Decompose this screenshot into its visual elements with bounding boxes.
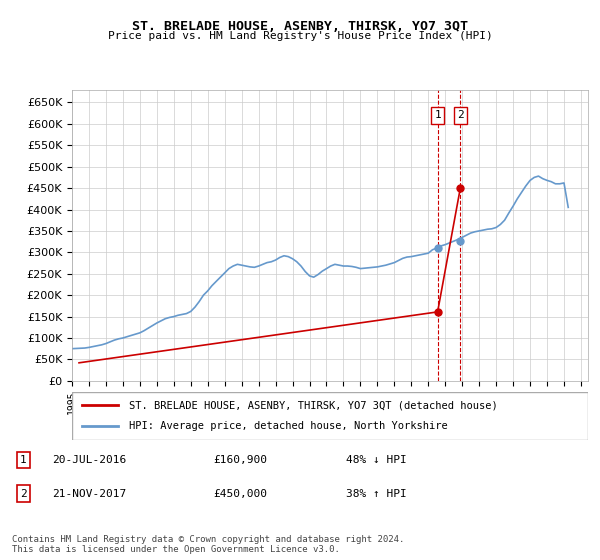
Text: ST. BRELADE HOUSE, ASENBY, THIRSK, YO7 3QT: ST. BRELADE HOUSE, ASENBY, THIRSK, YO7 3… <box>132 20 468 32</box>
Text: HPI: Average price, detached house, North Yorkshire: HPI: Average price, detached house, Nort… <box>129 421 448 431</box>
Text: £450,000: £450,000 <box>214 488 268 498</box>
FancyBboxPatch shape <box>72 392 588 440</box>
Text: 2: 2 <box>457 110 464 120</box>
Text: 21-NOV-2017: 21-NOV-2017 <box>52 488 127 498</box>
Text: 48% ↓ HPI: 48% ↓ HPI <box>346 455 407 465</box>
Text: 2: 2 <box>20 488 27 498</box>
Text: Price paid vs. HM Land Registry's House Price Index (HPI): Price paid vs. HM Land Registry's House … <box>107 31 493 41</box>
Text: £160,900: £160,900 <box>214 455 268 465</box>
Text: 38% ↑ HPI: 38% ↑ HPI <box>346 488 407 498</box>
Text: ST. BRELADE HOUSE, ASENBY, THIRSK, YO7 3QT (detached house): ST. BRELADE HOUSE, ASENBY, THIRSK, YO7 3… <box>129 400 497 410</box>
Text: 1: 1 <box>20 455 27 465</box>
Text: 20-JUL-2016: 20-JUL-2016 <box>52 455 127 465</box>
Text: 1: 1 <box>434 110 441 120</box>
Text: Contains HM Land Registry data © Crown copyright and database right 2024.
This d: Contains HM Land Registry data © Crown c… <box>12 535 404 554</box>
